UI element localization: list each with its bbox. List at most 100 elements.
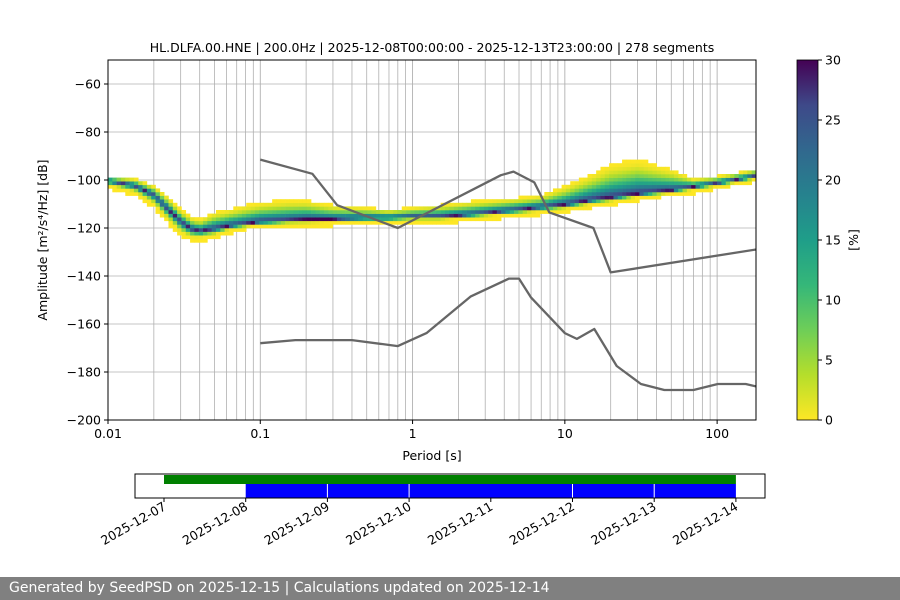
- ppsd-cell: [289, 202, 295, 207]
- ppsd-cell: [427, 220, 433, 225]
- ppsd-cell: [410, 220, 416, 225]
- ppsd-cell: [673, 188, 679, 193]
- ppsd-cell: [254, 206, 260, 211]
- ppsd-cell: [285, 213, 290, 218]
- ppsd-cell: [591, 177, 597, 182]
- ppsd-cell: [673, 192, 679, 196]
- colorbar-tick-label: 0: [825, 413, 833, 428]
- ppsd-cell: [233, 220, 238, 225]
- segment-bar: [654, 484, 736, 498]
- ppsd-cell: [272, 224, 277, 229]
- ppsd-cell: [496, 213, 502, 218]
- ppsd-cell: [673, 170, 679, 175]
- ppsd-cell: [635, 177, 640, 182]
- ppsd-cell: [561, 195, 567, 200]
- ppsd-cell: [349, 213, 355, 218]
- ppsd-cell: [656, 174, 662, 178]
- ppsd-cell: [146, 202, 152, 207]
- ppsd-cell: [699, 177, 705, 182]
- ppsd-cell: [583, 202, 588, 207]
- ppsd-cell: [552, 192, 558, 196]
- ppsd-cell: [293, 213, 299, 218]
- ppsd-cell: [686, 188, 692, 193]
- ppsd-cell: [276, 199, 282, 204]
- ppsd-cell: [552, 206, 558, 211]
- ppsd-cell: [652, 181, 657, 186]
- ppsd-cell: [717, 181, 722, 186]
- ppsd-cell: [233, 217, 238, 222]
- ppsd-cell: [509, 202, 515, 207]
- ppsd-cell: [492, 213, 498, 218]
- ppsd-cell: [613, 202, 619, 207]
- ppsd-cell: [276, 224, 282, 229]
- ppsd-cell: [596, 199, 601, 204]
- ppsd-cell: [190, 235, 195, 240]
- ppsd-cell: [626, 188, 632, 193]
- ppsd-cell: [734, 177, 740, 182]
- ppsd-cell: [112, 188, 117, 193]
- ppsd-cell: [561, 192, 567, 196]
- ppsd-cell: [561, 210, 567, 214]
- ppsd-cell: [639, 188, 644, 193]
- ppsd-cell: [626, 199, 632, 204]
- ppsd-cell: [172, 206, 178, 211]
- ppsd-cell: [596, 188, 601, 193]
- ppsd-cell: [561, 184, 567, 189]
- ppsd-cell: [639, 174, 644, 178]
- ppsd-cell: [276, 202, 282, 207]
- ppsd-cell: [630, 195, 636, 200]
- ppsd-cell: [280, 202, 286, 207]
- ppsd-cell: [211, 231, 217, 236]
- ppsd-cell: [730, 181, 735, 186]
- ppsd-cell: [151, 184, 156, 189]
- ppsd-cell: [583, 177, 588, 182]
- ppsd-cell: [250, 224, 256, 229]
- ppsd-cell: [138, 192, 143, 196]
- colorbar-tick-label: 25: [825, 113, 841, 128]
- ppsd-cell: [181, 217, 187, 222]
- ppsd-cell: [198, 238, 204, 243]
- ppsd-cell: [237, 210, 243, 214]
- footer-bar: Generated by SeedPSD on 2025-12-15 | Cal…: [0, 577, 900, 600]
- ppsd-cell: [686, 184, 692, 189]
- ppsd-cell: [565, 188, 571, 193]
- ppsd-cell: [522, 199, 528, 204]
- ppsd-cell: [142, 184, 148, 189]
- ppsd-cell: [185, 224, 191, 229]
- ppsd-cell: [527, 213, 532, 218]
- ppsd-cell: [531, 206, 536, 211]
- ppsd-cell: [492, 210, 498, 214]
- timeline-tick-label: 2025-12-09: [261, 499, 331, 548]
- ppsd-cell: [514, 199, 519, 204]
- ppsd-cell: [591, 195, 597, 200]
- ppsd-cell: [479, 217, 485, 222]
- ppsd-cell: [535, 210, 541, 214]
- ppsd-cell: [280, 206, 286, 211]
- ppsd-cell: [639, 159, 644, 164]
- ppsd-cell: [267, 224, 273, 229]
- ppsd-cell: [336, 206, 342, 211]
- timeline-bars: [164, 475, 736, 498]
- ppsd-cell: [743, 170, 748, 175]
- ppsd-cell: [561, 199, 567, 204]
- ppsd-cell: [462, 210, 467, 214]
- ppsd-cell: [635, 195, 640, 200]
- ppsd-cell: [574, 188, 580, 193]
- ppsd-cell: [600, 170, 606, 175]
- ppsd-cell: [177, 228, 182, 232]
- ppsd-cell: [375, 213, 381, 218]
- ppsd-cell: [440, 220, 446, 225]
- ppsd-cell: [198, 231, 204, 236]
- ppsd-cell: [609, 188, 614, 193]
- ppsd-cell: [298, 199, 303, 204]
- ppsd-cell: [501, 202, 506, 207]
- ppsd-cell: [133, 188, 139, 193]
- timeline-tick-label: 2025-12-07: [98, 499, 168, 548]
- ppsd-cell: [648, 181, 653, 186]
- ppsd-cell: [548, 195, 554, 200]
- ppsd-cell: [626, 174, 632, 178]
- ppsd-cell: [419, 206, 424, 211]
- ppsd-cell: [185, 235, 191, 240]
- ppsd-cell: [125, 192, 130, 196]
